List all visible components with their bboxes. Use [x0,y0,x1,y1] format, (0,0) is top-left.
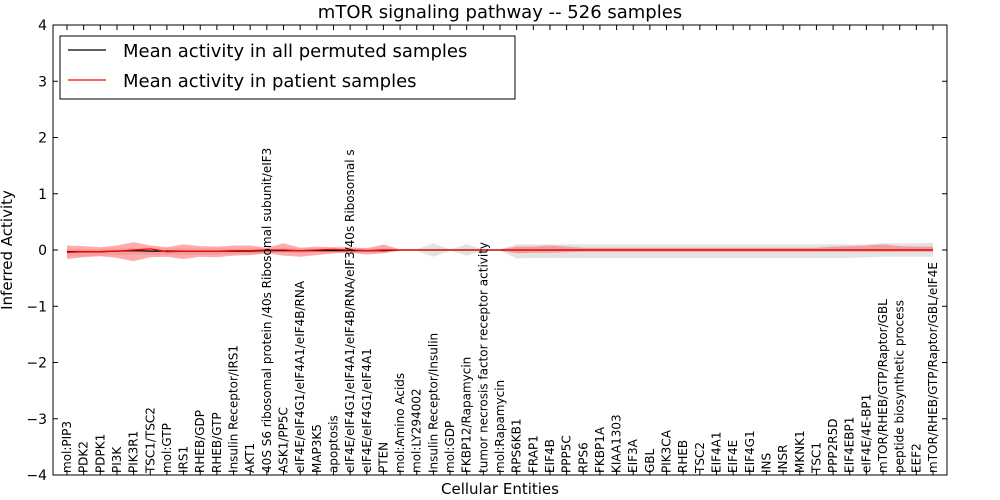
series-band-patient [67,242,933,262]
x-category-label: AKT1 [243,443,257,473]
x-category-label: IRS1 [177,446,191,473]
x-category-label: mTOR/RHEB/GTP/Raptor/GBL [876,299,890,473]
x-category-label: PPP2R5D [826,418,840,473]
x-category-label: MAP3K5 [310,424,324,473]
x-category-label: PDK2 [77,441,91,473]
y-tick-label: 0 [38,243,47,259]
x-category-label: RPS6KB1 [510,418,524,473]
chart-title: mTOR signaling pathway -- 526 samples [318,2,682,23]
x-category-label: FKBP1A [593,426,607,473]
series-line-patient [66,248,933,253]
x-category-label: mol:Rapamycin [493,380,507,473]
y-tick-label: −2 [26,356,47,372]
y-axis-title: Inferred Activity [0,190,16,310]
legend: Mean activity in all permuted samples Me… [59,35,516,100]
y-tick-label: −3 [26,412,47,428]
x-category-label: EIF3A [626,438,640,473]
x-category-label: PI3K [110,446,124,473]
x-category-label: EIF4B [543,439,557,473]
x-category-label: FRAP1 [526,435,540,473]
x-category-label: Insulin Receptor/IRS1 [227,345,241,473]
x-category-label: EIF4EBP1 [843,417,857,473]
x-category-label: EEF2 [909,443,923,473]
y-tick-label: 1 [38,187,47,203]
x-category-label: PIK3CA [660,429,674,473]
x-category-label: INS [760,453,774,473]
legend-label-permuted: Mean activity in all permuted samples [123,41,467,62]
x-category-label: peptide biosynthetic process [893,300,907,473]
x-category-label: FKBP12/Rapamycin [460,357,474,473]
y-tick-label: −4 [26,468,47,484]
x-category-label: EIF4E [726,440,740,473]
x-category-label: TSC1/TSC2 [143,407,157,474]
x-category-label: eIF4E/eIF4G1/eIF4A1/eIF4B/RNA [293,280,307,473]
x-axis-title: Cellular Entities [441,480,559,498]
x-category-label: tumor necrosis factor receptor activity [476,242,490,473]
y-tick-label: 4 [38,18,47,34]
y-tick-label: 3 [38,74,47,90]
x-category-label: mTOR/RHEB/GTP/Raptor/GBL/eIF4E [926,262,940,473]
x-category-label: apoptosis [327,415,341,473]
x-category-label: Insulin Receptor/Insulin [426,333,440,473]
x-category-label: PPP5C [560,435,574,473]
y-tick-label: 2 [38,131,47,147]
x-category-label: GBL [643,448,657,473]
x-category-label: mol:Amino Acids [393,373,407,473]
x-category-label: eIF4E/eIF4G1/eIF4A1 [360,348,374,473]
x-category-label: PIK3R1 [127,431,141,473]
x-category-label: RHEB/GTP [210,412,224,473]
x-category-label: TSC1 [809,442,823,474]
x-category-label: RPS6 [576,442,590,473]
x-category-label: INSR [776,445,790,473]
plot-area: −4 −3 −2 −1 0 1 2 3 4 mol:PIP3 PDK2 PDPK1 PI3K PIK3R1… [26,18,948,484]
x-category-label: KIAA1303 [610,414,624,473]
x-category-label: EIF4G1 [743,430,757,473]
x-category-label: mol:GTP [160,423,174,473]
legend-box [59,35,516,100]
x-category-label: 40S S6 ribosomal protein /40s Ribosomal … [260,148,274,473]
x-category-label: PDPK1 [93,434,107,473]
x-category-label: RHEB [676,440,690,473]
x-category-label: RHEB/GDP [193,410,207,473]
x-category-label: mol:LY294002 [410,388,424,473]
x-category-label: eIF4E/eIF4G1/eIF4A1/eIF4B/RNA/eIF3/40s R… [343,149,357,473]
x-category-label: eIF4E/4E-BP1 [859,394,873,473]
x-category-label: mol:GDP [443,421,457,473]
legend-label-patient: Mean activity in patient samples [123,71,417,92]
x-category-label: EIF4A1 [710,431,724,473]
x-category-label: TSC2 [693,442,707,474]
x-category-label: PTEN [376,442,390,473]
x-category-label: MKNK1 [793,430,807,473]
x-category-label: mol:PIP3 [60,421,74,473]
y-tick-label: −1 [26,299,47,315]
x-category-label: ASK1/PP5C [277,407,291,473]
